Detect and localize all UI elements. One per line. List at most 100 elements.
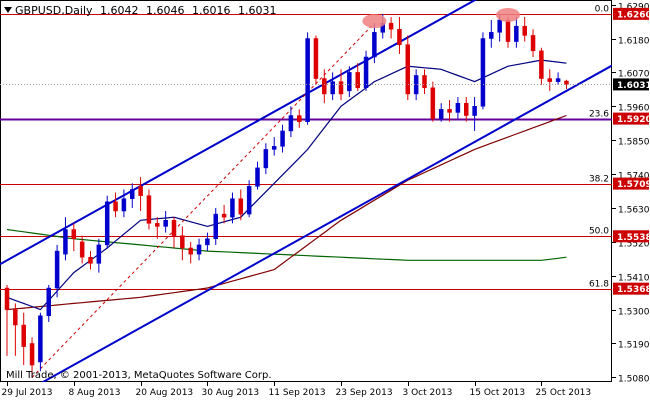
candle-body	[363, 56, 369, 89]
candle-body	[163, 220, 168, 227]
candle-body	[355, 72, 360, 89]
candle-body	[88, 256, 93, 264]
y-axis-label: 1.5630	[618, 206, 650, 216]
y-axis-label: 1.5960	[618, 104, 650, 114]
y-axis-label: 1.5410	[618, 274, 650, 284]
candle-body	[221, 213, 227, 218]
candle-body	[263, 149, 269, 169]
fib-level-label: 38.2	[589, 175, 609, 185]
candle-body	[205, 238, 210, 246]
y-axis-label: 1.5190	[618, 341, 650, 351]
candle-body	[130, 189, 135, 199]
candle-body	[530, 35, 536, 52]
fib-price-box	[613, 7, 649, 20]
y-axis-label: 1.6070	[618, 70, 650, 80]
candle-body	[447, 109, 452, 113]
candle-body	[13, 309, 18, 326]
candle-body	[305, 38, 310, 122]
candle-body	[347, 72, 352, 92]
candle-body	[422, 75, 427, 89]
moving-average-mid	[6, 114, 567, 311]
candle-body	[555, 78, 561, 82]
x-axis-label: 8 Aug 2013	[69, 388, 121, 398]
caret-down-icon[interactable]	[4, 7, 12, 13]
top-marker	[362, 14, 387, 29]
chart-header: GBPUSD,Daily 1.6042 1.6046 1.6016 1.6031	[4, 4, 281, 17]
x-axis-label: 11 Sep 2013	[269, 388, 326, 398]
candle-body	[121, 198, 127, 212]
y-axis-label: 1.5080	[618, 375, 650, 385]
current-price-box	[613, 78, 649, 91]
fib-price-box	[613, 177, 649, 190]
candle-body	[539, 50, 544, 79]
candle-body	[138, 186, 143, 196]
candle-body	[280, 130, 285, 147]
candle-body	[505, 19, 511, 42]
candle-body	[255, 167, 260, 187]
fib-price-label: 1.5368	[617, 285, 650, 295]
high-value: 1.6046	[146, 4, 185, 17]
y-axis-label: 1.6290	[618, 3, 650, 13]
candle-body	[171, 220, 177, 236]
candle-body	[514, 25, 519, 42]
close-value: 1.6031	[238, 4, 277, 17]
candle-body	[213, 213, 218, 240]
candle-body	[472, 106, 477, 116]
candle-body	[21, 324, 26, 347]
candle-body	[71, 229, 77, 240]
candle-body	[489, 32, 494, 39]
candle-body	[113, 201, 118, 212]
candle-body	[497, 19, 502, 33]
fib-level-label: 23.6	[589, 110, 609, 120]
fib-reference-line	[31, 22, 375, 378]
candle-body	[338, 81, 344, 95]
open-value: 1.6042	[100, 4, 139, 17]
fib-level-label: 0.0	[595, 5, 610, 15]
candle-body	[522, 25, 527, 36]
candle-body	[313, 38, 319, 79]
y-axis-label: 1.5740	[618, 172, 650, 182]
candle-body	[322, 78, 327, 95]
candle-body	[196, 244, 202, 255]
candle-body	[480, 38, 486, 107]
candle-body	[372, 32, 377, 58]
candle-body	[29, 343, 35, 366]
candle-body	[54, 250, 60, 289]
fib-price-box	[613, 112, 649, 125]
candle-body	[388, 22, 394, 30]
fib-price-label: 1.6260	[617, 10, 650, 20]
fib-price-label: 1.5920	[617, 115, 650, 125]
candle-body	[297, 115, 302, 122]
candle-body	[146, 195, 152, 224]
candle-body	[79, 241, 85, 258]
plot-area	[0, 0, 612, 382]
y-axis-label: 1.5300	[618, 308, 650, 318]
fib-level-label: 50.0	[589, 227, 609, 237]
fib-price-label: 1.5538	[617, 233, 650, 243]
x-axis-label: 3 Oct 2013	[403, 388, 453, 398]
candle-body	[155, 223, 160, 227]
x-axis-label: 23 Sep 2013	[336, 388, 393, 398]
plot-frame	[0, 0, 612, 382]
x-axis-label: 30 Aug 2013	[202, 388, 260, 398]
moving-average-long	[6, 228, 567, 261]
fib-level-label: 61.8	[589, 280, 609, 290]
y-axis-label: 1.5520	[618, 240, 650, 250]
candle-body	[564, 80, 569, 85]
fib-price-box	[613, 230, 649, 243]
candle-body	[397, 29, 402, 45]
x-axis-label: 15 Oct 2013	[470, 388, 526, 398]
candle-body	[438, 109, 444, 119]
low-value: 1.6016	[192, 4, 231, 17]
y-axis-label: 1.6180	[618, 37, 650, 47]
x-axis-label: 29 Jul 2013	[2, 388, 53, 398]
candle-body	[188, 247, 193, 255]
candle-body	[246, 186, 252, 215]
candle-body	[96, 244, 102, 264]
copyright-notice: Mill Trade, © 2001-2013, MetaQuotes Soft…	[6, 370, 272, 381]
y-axis-label: 1.5850	[618, 138, 650, 148]
candle-body	[238, 198, 244, 215]
candle-body	[38, 315, 43, 363]
